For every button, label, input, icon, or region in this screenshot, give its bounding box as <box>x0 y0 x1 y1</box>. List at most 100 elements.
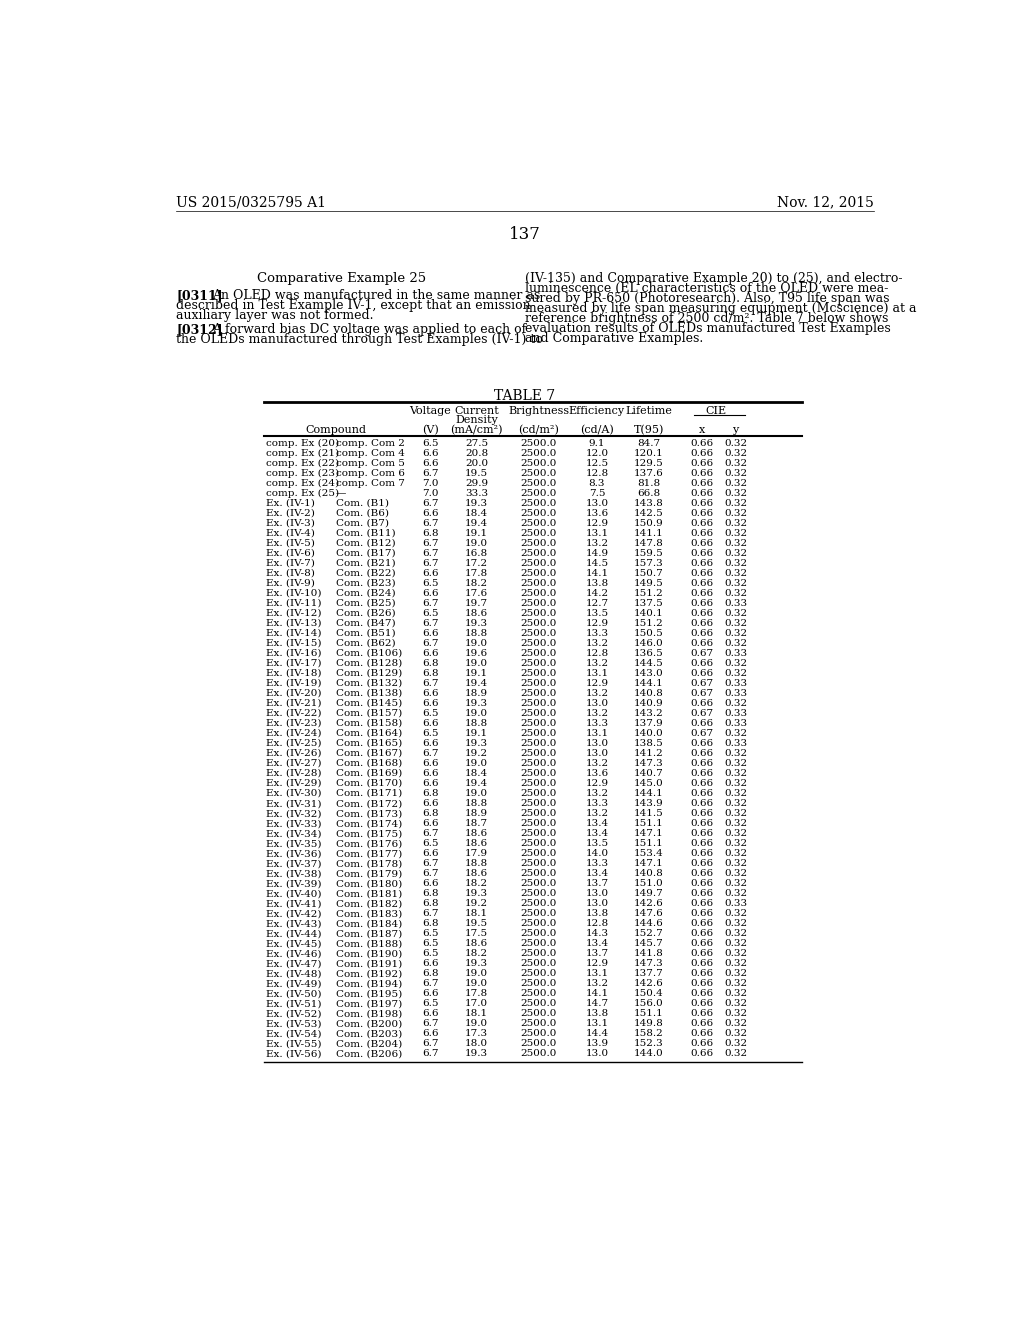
Text: 2500.0: 2500.0 <box>520 909 557 919</box>
Text: 156.0: 156.0 <box>634 999 664 1008</box>
Text: 0.66: 0.66 <box>690 669 713 678</box>
Text: 2500.0: 2500.0 <box>520 678 557 688</box>
Text: 6.8: 6.8 <box>422 669 438 678</box>
Text: 13.3: 13.3 <box>586 799 608 808</box>
Text: 149.8: 149.8 <box>634 1019 664 1028</box>
Text: 2500.0: 2500.0 <box>520 649 557 657</box>
Text: 17.9: 17.9 <box>465 849 488 858</box>
Text: 2500.0: 2500.0 <box>520 1010 557 1018</box>
Text: 19.0: 19.0 <box>465 659 488 668</box>
Text: 151.2: 151.2 <box>634 589 664 598</box>
Text: y: y <box>732 425 738 434</box>
Text: 19.3: 19.3 <box>465 960 488 968</box>
Text: Ex. (IV-48): Ex. (IV-48) <box>266 969 322 978</box>
Text: Ex. (IV-45): Ex. (IV-45) <box>266 940 322 948</box>
Text: Com. (B183): Com. (B183) <box>336 909 402 919</box>
Text: 0.66: 0.66 <box>690 639 713 648</box>
Text: comp. Com 4: comp. Com 4 <box>336 449 404 458</box>
Text: 149.5: 149.5 <box>634 579 664 587</box>
Text: 19.6: 19.6 <box>465 649 488 657</box>
Text: Ex. (IV-12): Ex. (IV-12) <box>266 609 322 618</box>
Text: Current: Current <box>455 407 499 416</box>
Text: Ex. (IV-11): Ex. (IV-11) <box>266 599 322 607</box>
Text: 143.2: 143.2 <box>634 709 664 718</box>
Text: Com. (B21): Com. (B21) <box>336 558 395 568</box>
Text: 19.4: 19.4 <box>465 519 488 528</box>
Text: Com. (B188): Com. (B188) <box>336 940 402 948</box>
Text: 19.5: 19.5 <box>465 469 488 478</box>
Text: Com. (B62): Com. (B62) <box>336 639 395 648</box>
Text: 13.1: 13.1 <box>586 669 608 678</box>
Text: 12.0: 12.0 <box>586 449 608 458</box>
Text: Ex. (IV-6): Ex. (IV-6) <box>266 549 314 558</box>
Text: Com. (B26): Com. (B26) <box>336 609 395 618</box>
Text: 0.32: 0.32 <box>724 1039 748 1048</box>
Text: 2500.0: 2500.0 <box>520 508 557 517</box>
Text: Com. (B6): Com. (B6) <box>336 508 389 517</box>
Text: 0.32: 0.32 <box>724 789 748 799</box>
Text: 19.3: 19.3 <box>465 739 488 748</box>
Text: Com. (B106): Com. (B106) <box>336 649 402 657</box>
Text: 19.1: 19.1 <box>465 669 488 678</box>
Text: 18.6: 18.6 <box>465 829 488 838</box>
Text: 18.8: 18.8 <box>465 799 488 808</box>
Text: 19.0: 19.0 <box>465 639 488 648</box>
Text: 2500.0: 2500.0 <box>520 719 557 727</box>
Text: 6.7: 6.7 <box>422 539 438 548</box>
Text: 144.1: 144.1 <box>634 789 664 799</box>
Text: 12.5: 12.5 <box>586 459 608 467</box>
Text: 2500.0: 2500.0 <box>520 579 557 587</box>
Text: 13.7: 13.7 <box>586 879 608 888</box>
Text: 0.66: 0.66 <box>690 599 713 607</box>
Text: 0.32: 0.32 <box>724 569 748 578</box>
Text: 0.66: 0.66 <box>690 919 713 928</box>
Text: 6.6: 6.6 <box>422 960 438 968</box>
Text: 19.0: 19.0 <box>465 789 488 799</box>
Text: 0.32: 0.32 <box>724 659 748 668</box>
Text: 0.66: 0.66 <box>690 849 713 858</box>
Text: 0.66: 0.66 <box>690 1010 713 1018</box>
Text: 0.67: 0.67 <box>690 689 713 698</box>
Text: 2500.0: 2500.0 <box>520 748 557 758</box>
Text: 17.8: 17.8 <box>465 989 488 998</box>
Text: 13.1: 13.1 <box>586 729 608 738</box>
Text: 136.5: 136.5 <box>634 649 664 657</box>
Text: 0.66: 0.66 <box>690 488 713 498</box>
Text: 0.66: 0.66 <box>690 748 713 758</box>
Text: Compound: Compound <box>305 425 367 434</box>
Text: 141.8: 141.8 <box>634 949 664 958</box>
Text: 2500.0: 2500.0 <box>520 499 557 508</box>
Text: Ex. (IV-24): Ex. (IV-24) <box>266 729 322 738</box>
Text: 6.6: 6.6 <box>422 689 438 698</box>
Text: Com. (B164): Com. (B164) <box>336 729 402 738</box>
Text: 150.9: 150.9 <box>634 519 664 528</box>
Text: 13.0: 13.0 <box>586 748 608 758</box>
Text: 0.32: 0.32 <box>724 869 748 878</box>
Text: An OLED was manufactured in the same manner as: An OLED was manufactured in the same man… <box>212 289 540 302</box>
Text: 0.33: 0.33 <box>724 599 748 607</box>
Text: 6.6: 6.6 <box>422 649 438 657</box>
Text: 2500.0: 2500.0 <box>520 589 557 598</box>
Text: (V): (V) <box>422 425 438 436</box>
Text: 142.6: 142.6 <box>634 979 664 989</box>
Text: comp. Com 2: comp. Com 2 <box>336 438 404 447</box>
Text: 147.1: 147.1 <box>634 859 664 869</box>
Text: 0.66: 0.66 <box>690 940 713 948</box>
Text: 18.8: 18.8 <box>465 719 488 727</box>
Text: 0.66: 0.66 <box>690 770 713 777</box>
Text: 6.7: 6.7 <box>422 549 438 558</box>
Text: 6.6: 6.6 <box>422 1030 438 1039</box>
Text: Ex. (IV-31): Ex. (IV-31) <box>266 799 322 808</box>
Text: Ex. (IV-2): Ex. (IV-2) <box>266 508 314 517</box>
Text: 18.1: 18.1 <box>465 1010 488 1018</box>
Text: 0.32: 0.32 <box>724 929 748 939</box>
Text: 6.6: 6.6 <box>422 449 438 458</box>
Text: Ex. (IV-16): Ex. (IV-16) <box>266 649 322 657</box>
Text: Com. (B25): Com. (B25) <box>336 599 395 607</box>
Text: 6.7: 6.7 <box>422 979 438 989</box>
Text: 0.32: 0.32 <box>724 700 748 708</box>
Text: Com. (B191): Com. (B191) <box>336 960 402 968</box>
Text: 0.32: 0.32 <box>724 809 748 818</box>
Text: 19.0: 19.0 <box>465 709 488 718</box>
Text: 0.66: 0.66 <box>690 508 713 517</box>
